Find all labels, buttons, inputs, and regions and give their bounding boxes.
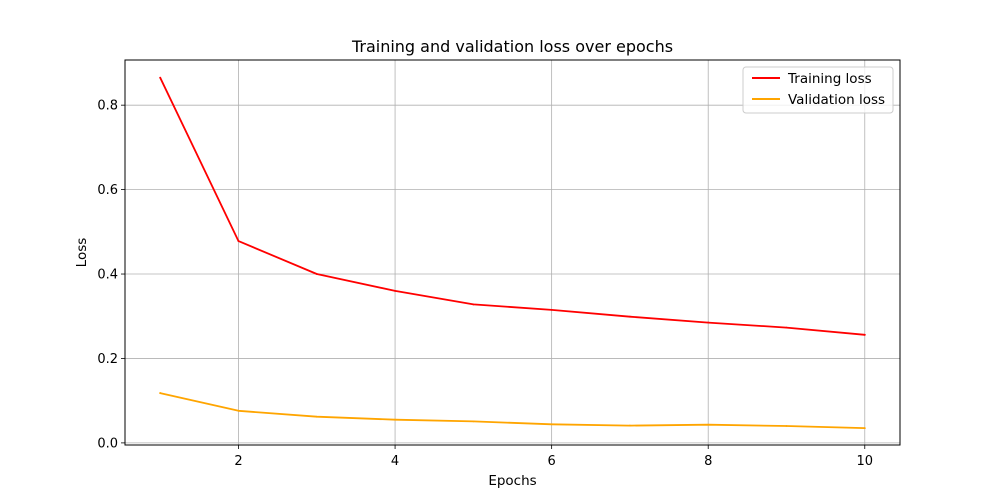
data-point-training-loss [785,326,788,329]
series-line-training-loss [159,76,866,336]
data-point-validation-loss [550,423,553,426]
data-point-validation-loss [315,415,318,418]
data-point-training-loss [707,321,710,324]
data-point-training-loss [472,303,475,306]
data-point-validation-loss [629,424,631,427]
data-point-training-loss [629,315,631,318]
series-line-validation-loss [159,392,866,430]
plot-area: 2 4 6 8 10 0.0 0.2 0.4 0.6 0.8 [97,59,901,469]
data-point-validation-loss [785,425,788,427]
y-tick-label: 0.8 [97,99,118,114]
x-tick-label: 2 [234,454,242,469]
y-axis-label: Loss [74,238,90,268]
legend: Training loss Validation loss [742,66,894,114]
plot-background [125,60,900,445]
x-axis-label: Epochs [488,473,536,489]
legend-label-training-loss: Training loss [787,71,872,87]
data-point-training-loss [550,309,553,311]
data-point-validation-loss [863,427,866,430]
data-point-training-loss [863,333,866,336]
data-point-training-loss [237,240,240,243]
x-tick-label: 6 [548,454,556,469]
data-point-training-loss [394,290,396,292]
y-tick-label: 0.2 [97,352,118,367]
data-point-training-loss [159,76,162,79]
x-tick-label: 10 [856,454,873,469]
data-point-validation-loss [237,409,240,412]
data-point-validation-loss [707,423,710,426]
plot-frame [124,59,901,446]
y-tick-label: 0.0 [97,436,118,451]
y-tick-label: 0.6 [97,183,118,198]
axis-ticks: 2 4 6 8 10 0.0 0.2 0.4 0.6 0.8 [97,99,873,469]
x-tick-label: 4 [391,454,399,469]
x-tick-label: 8 [704,454,712,469]
legend-box [742,66,894,114]
data-point-validation-loss [472,420,475,423]
data-point-validation-loss [159,392,162,394]
data-point-training-loss [315,273,318,275]
y-tick-label: 0.4 [97,268,118,283]
chart-title: Training and validation loss over epochs [351,37,673,56]
data-point-validation-loss [394,418,396,421]
series-lines [159,76,866,430]
legend-label-validation-loss: Validation loss [788,92,885,108]
